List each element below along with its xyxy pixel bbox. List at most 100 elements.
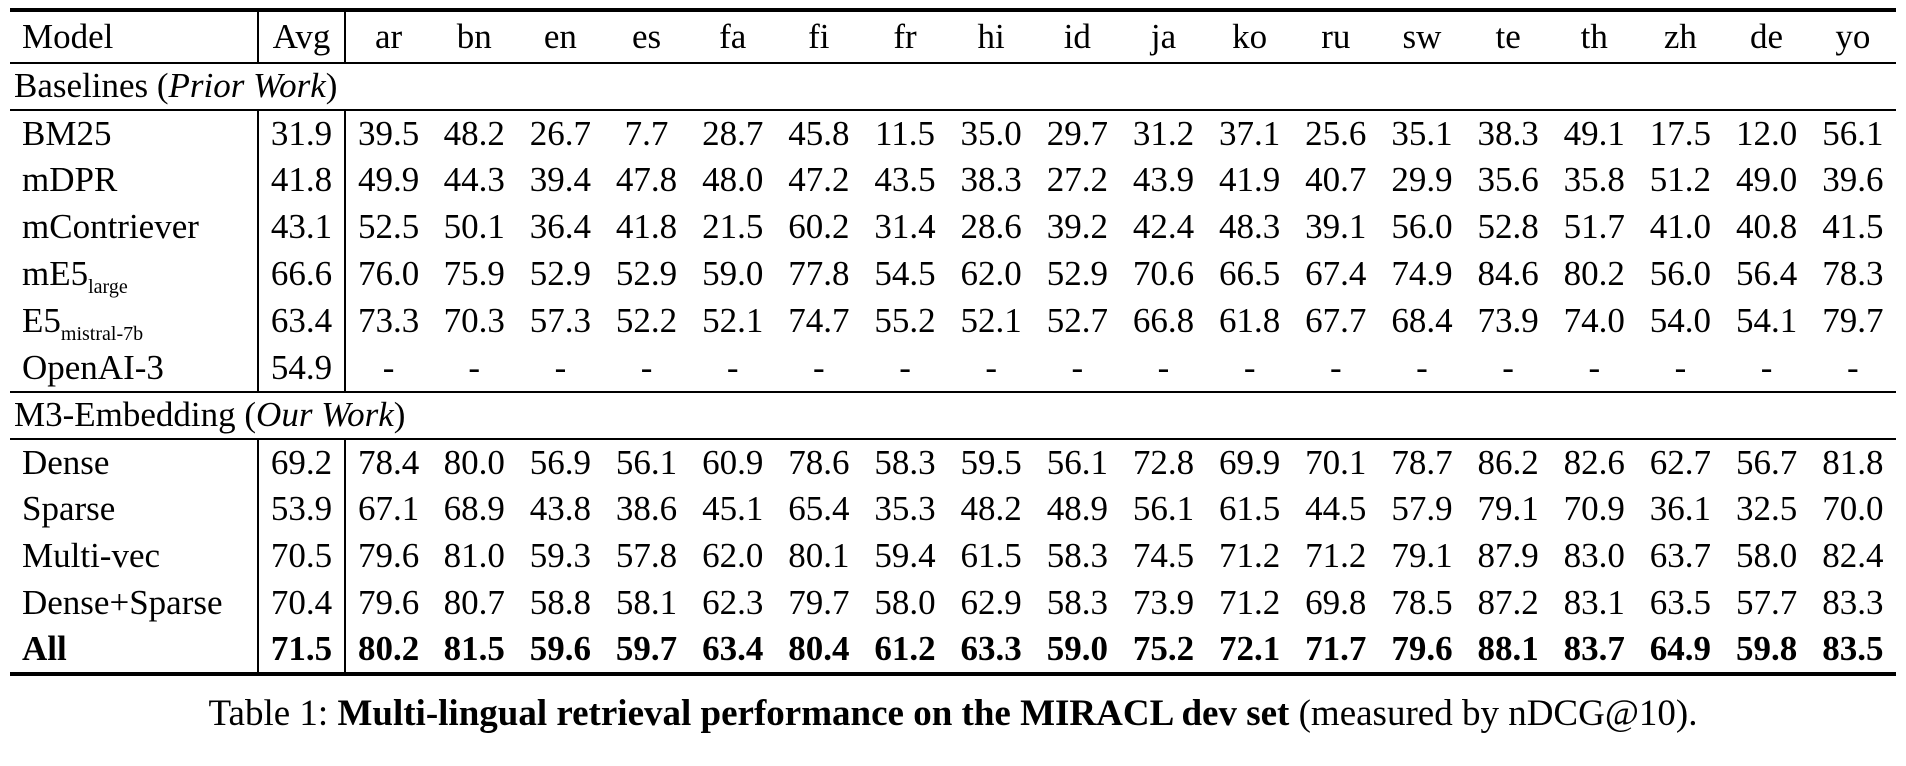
model-label: BM25 <box>22 113 112 153</box>
column-header-hi: hi <box>977 16 1005 56</box>
score-cell: 29.7 <box>1046 113 1108 153</box>
score-cell: 26.7 <box>529 113 592 153</box>
column-header-te: te <box>1495 16 1521 56</box>
score-cell: 74.0 <box>1563 301 1625 341</box>
model-cell: mDPR <box>10 157 259 204</box>
score-cell: - <box>1329 347 1342 387</box>
column-header-ar: ar <box>374 16 403 56</box>
section-header-row: Baselines (Prior Work) <box>10 63 1896 110</box>
avg-cell: 63.4 <box>258 298 346 345</box>
score-cell: - <box>1760 347 1773 387</box>
score-cell: 38.3 <box>1477 113 1539 153</box>
model-cell: mE5large <box>10 251 259 298</box>
score-cell: 61.5 <box>960 536 1022 576</box>
score-cell: 58.8 <box>529 583 592 623</box>
score-cell: 38.6 <box>615 489 678 529</box>
score-cell: 73.9 <box>1132 583 1195 623</box>
score-cell: 83.3 <box>1822 583 1884 623</box>
score-cell: 43.5 <box>874 160 936 200</box>
score-cell: 48.2 <box>443 113 505 153</box>
avg-cell: 69.2 <box>258 439 346 486</box>
score-cell: - <box>1674 347 1687 387</box>
score-cell: 52.1 <box>702 301 764 341</box>
score-cell: 39.1 <box>1305 207 1367 247</box>
score-cell: 79.6 <box>357 583 420 623</box>
score-cell: 52.9 <box>529 254 592 294</box>
score-cell: 60.9 <box>702 442 764 482</box>
section-header: Baselines (Prior Work) <box>10 63 1896 110</box>
score-cell: 50.1 <box>443 207 505 247</box>
section-header-italic: Our Work <box>256 395 394 435</box>
score-cell: 43.9 <box>1132 160 1195 200</box>
score-cell: 54.0 <box>1649 301 1712 341</box>
score-cell: 39.6 <box>1822 160 1884 200</box>
score-cell: 74.9 <box>1391 254 1453 294</box>
model-cell: Dense+Sparse <box>10 580 259 627</box>
score-cell: 62.3 <box>702 583 764 623</box>
score-cell: 70.9 <box>1563 489 1625 529</box>
score-cell: 41.5 <box>1822 207 1884 247</box>
score-cell: 83.0 <box>1563 536 1625 576</box>
paper-table-figure: Model Avg ar bn en es fa fi fr hi id ja ko ru sw te th zh… <box>0 8 1906 766</box>
score-cell: 81.0 <box>443 536 505 576</box>
column-header-avg: Avg <box>258 10 346 63</box>
caption-label: Table 1: <box>208 693 338 734</box>
score-cell: 47.8 <box>615 160 678 200</box>
avg-cell: 70.5 <box>258 533 346 580</box>
score-cell: 78.5 <box>1391 583 1453 623</box>
score-cell: 55.2 <box>874 301 936 341</box>
header-row: Model Avg ar bn en es fa fi fr hi id ja ko ru sw te th zh… <box>10 10 1896 63</box>
score-cell: 70.0 <box>1822 489 1884 529</box>
score-cell: 39.5 <box>357 113 420 153</box>
score-cell: 40.7 <box>1305 160 1367 200</box>
score-cell: 44.5 <box>1305 489 1367 529</box>
score-cell: 58.3 <box>1046 536 1108 576</box>
score-cell: 62.9 <box>960 583 1022 623</box>
score-cell: 56.7 <box>1735 442 1798 482</box>
score-cell: 61.8 <box>1219 301 1281 341</box>
table-row: mContriever 43.1 52.5 50.1 36.4 41.8 21.5 60.2 3… <box>10 204 1896 251</box>
score-cell: 88.1 <box>1477 629 1539 669</box>
score-cell: 42.4 <box>1132 207 1195 247</box>
score-cell: 52.9 <box>1046 254 1108 294</box>
avg-cell: 53.9 <box>258 486 346 533</box>
score-cell: 62.7 <box>1649 442 1712 482</box>
score-cell: 83.7 <box>1563 629 1625 669</box>
section-header-italic: Prior Work <box>168 66 326 106</box>
score-cell: 12.0 <box>1735 113 1798 153</box>
score-cell: 68.9 <box>443 489 505 529</box>
score-cell: 45.1 <box>702 489 764 529</box>
score-cell: 47.2 <box>788 160 850 200</box>
score-cell: 63.7 <box>1649 536 1712 576</box>
score-cell: - <box>1588 347 1601 387</box>
score-cell: 54.5 <box>874 254 936 294</box>
table-row: E5mistral-7b 63.4 73.3 70.3 57.3 52.2 52.1 74.7… <box>10 298 1896 345</box>
section-header-suffix: ) <box>393 395 406 435</box>
score-cell: 82.6 <box>1563 442 1625 482</box>
score-cell: 56.4 <box>1735 254 1798 294</box>
score-cell: 80.0 <box>443 442 505 482</box>
score-cell: 51.2 <box>1649 160 1712 200</box>
score-cell: 63.4 <box>702 629 764 669</box>
score-cell: 80.4 <box>788 629 850 669</box>
score-cell: 41.0 <box>1649 207 1712 247</box>
score-cell: 75.9 <box>443 254 505 294</box>
model-label: Dense+Sparse <box>22 583 223 623</box>
column-header-sw: sw <box>1402 16 1442 56</box>
score-cell: 58.3 <box>874 442 936 482</box>
results-table: Model Avg ar bn en es fa fi fr hi id ja ko ru sw te th zh… <box>10 8 1896 676</box>
score-cell: 84.6 <box>1477 254 1539 294</box>
score-cell: 36.1 <box>1649 489 1712 529</box>
score-cell: 73.3 <box>357 301 420 341</box>
caption-title: Multi-lingual retrieval performance on t… <box>337 693 1290 734</box>
score-cell: 86.2 <box>1477 442 1539 482</box>
score-cell: 87.9 <box>1477 536 1539 576</box>
score-cell: 61.5 <box>1219 489 1281 529</box>
score-cell: 67.7 <box>1305 301 1367 341</box>
section-header-prefix: Baselines ( <box>14 66 169 106</box>
section-header: M3-Embedding (Our Work) <box>10 392 1896 439</box>
score-cell: 35.6 <box>1477 160 1539 200</box>
model-label: mDPR <box>22 160 118 200</box>
score-cell: 56.1 <box>1822 113 1884 153</box>
score-cell: - <box>1243 347 1256 387</box>
